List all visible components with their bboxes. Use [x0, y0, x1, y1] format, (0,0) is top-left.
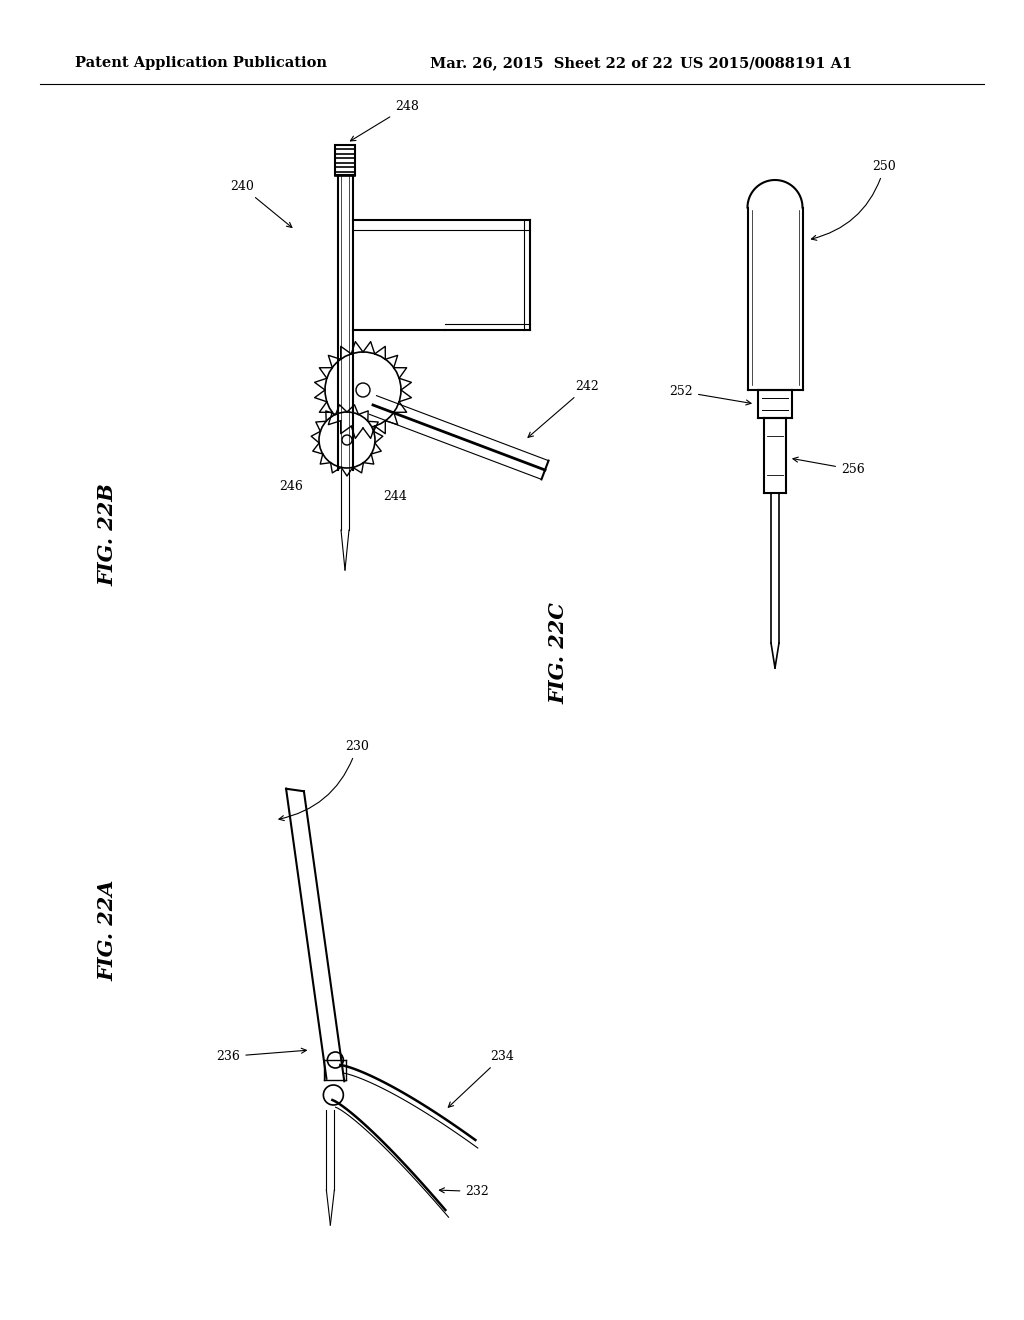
Text: 242: 242 [528, 380, 599, 437]
Text: 246: 246 [280, 480, 303, 492]
Text: 230: 230 [279, 741, 369, 821]
Text: 240: 240 [230, 180, 292, 227]
Text: 252: 252 [670, 385, 751, 405]
Text: FIG. 22C: FIG. 22C [548, 602, 568, 705]
Text: FIG. 22B: FIG. 22B [97, 483, 118, 586]
Text: 232: 232 [439, 1185, 489, 1199]
Circle shape [325, 352, 401, 428]
Text: Patent Application Publication: Patent Application Publication [75, 57, 327, 70]
Circle shape [356, 383, 370, 397]
Circle shape [319, 412, 375, 469]
Circle shape [328, 1052, 343, 1068]
Text: Mar. 26, 2015  Sheet 22 of 22: Mar. 26, 2015 Sheet 22 of 22 [430, 57, 673, 70]
Circle shape [324, 1085, 343, 1105]
Text: FIG. 22A: FIG. 22A [97, 880, 118, 981]
Text: 234: 234 [449, 1049, 514, 1107]
Circle shape [342, 436, 352, 445]
Text: 236: 236 [216, 1048, 306, 1063]
Text: US 2015/0088191 A1: US 2015/0088191 A1 [680, 57, 852, 70]
Text: 248: 248 [350, 100, 419, 141]
Text: 244: 244 [383, 490, 407, 503]
Text: 256: 256 [793, 457, 864, 477]
Text: 250: 250 [811, 160, 896, 240]
